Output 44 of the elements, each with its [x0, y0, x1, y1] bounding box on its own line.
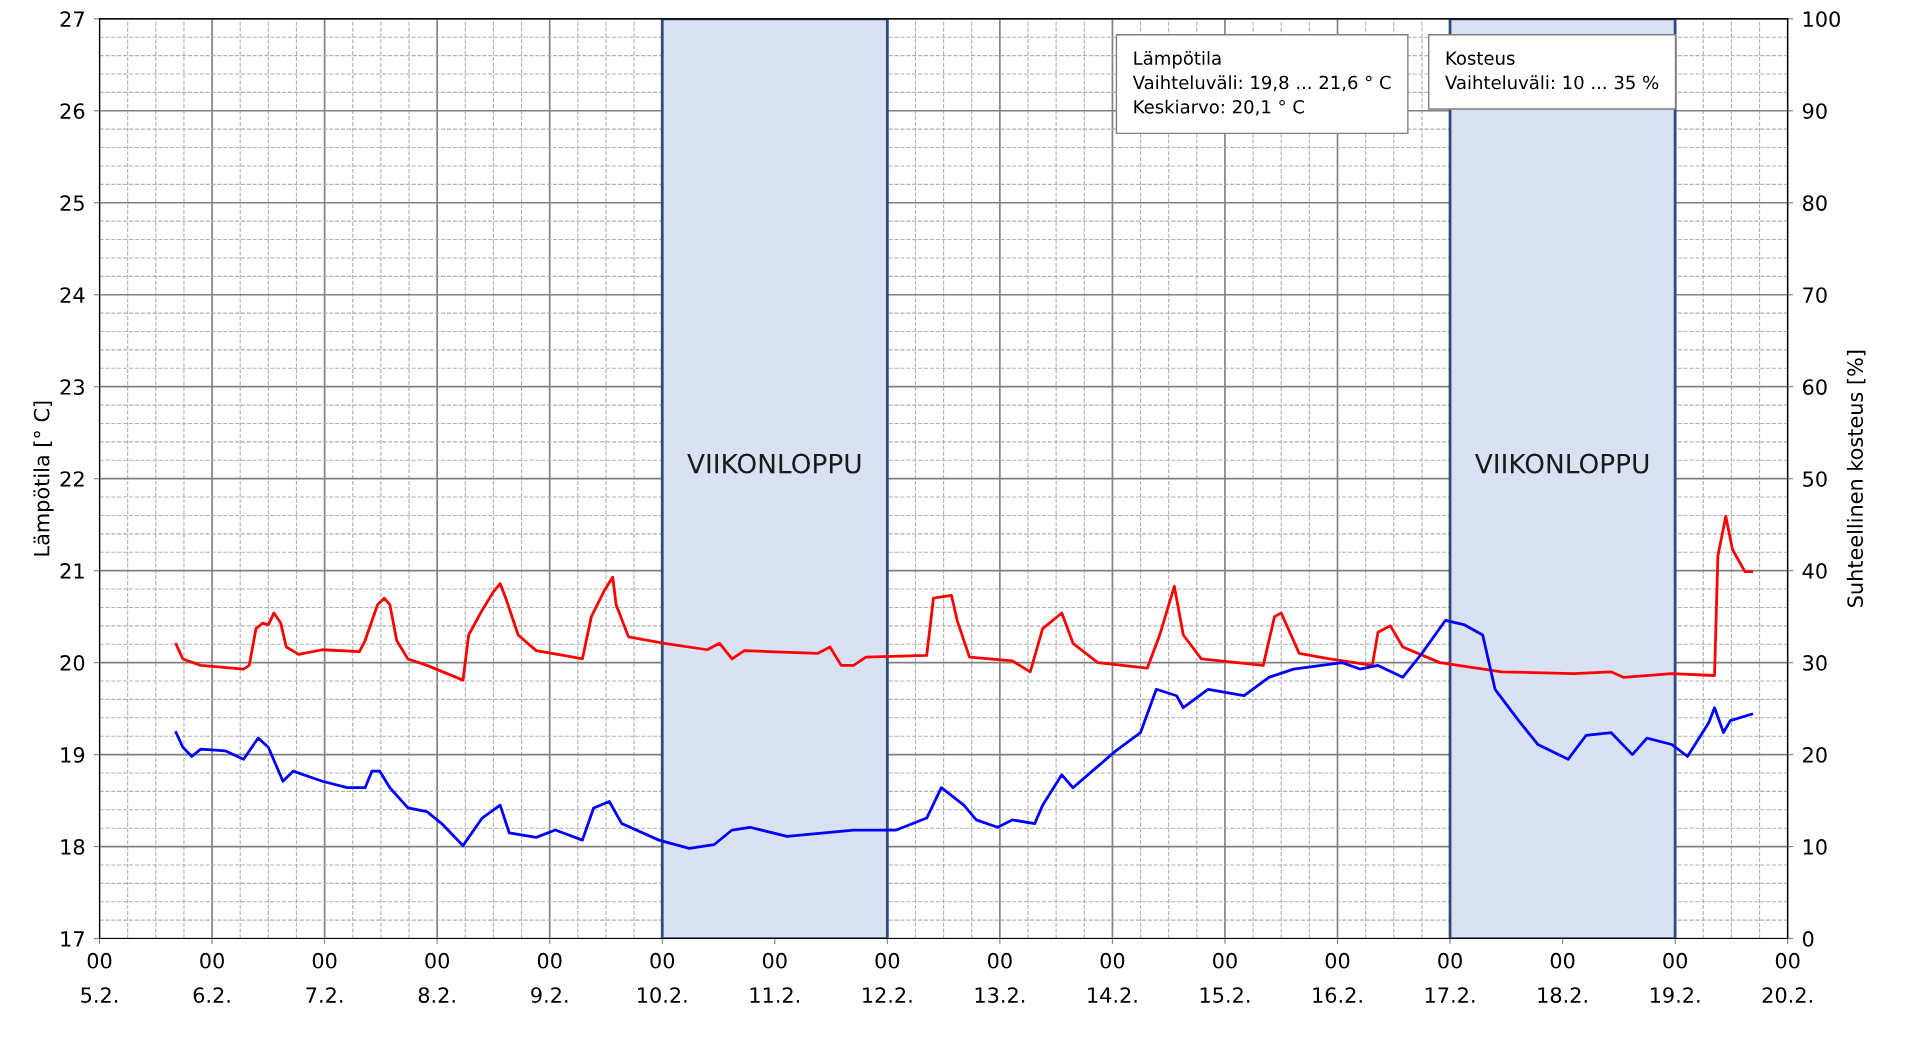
x-tick-label: 00 18.2. — [1538, 952, 1587, 1003]
y2-tick-label: 90 — [1802, 103, 1827, 119]
y-tick-label: 24 — [60, 287, 85, 303]
y-tick-label: 25 — [60, 195, 84, 211]
x-tick-label: 00 6.2. — [193, 952, 230, 1003]
x-tick-label: 00 9.2. — [531, 952, 568, 1003]
y-tick-label: 27 — [60, 11, 84, 27]
y2-axis-title: Suhteellinen kosteus [%] — [1846, 350, 1866, 607]
y2-tick-label: 30 — [1803, 655, 1827, 671]
x-tick-label: 00 8.2. — [418, 952, 455, 1003]
band-label: VIIKONLOPPU — [687, 453, 861, 474]
y2-tick-label: 40 — [1802, 563, 1827, 579]
y2-tick-label: 0 — [1802, 931, 1814, 947]
x-tick-label: 00 11.2. — [750, 952, 800, 1003]
y2-tick-label: 50 — [1803, 471, 1827, 487]
y2-tick-label: 60 — [1803, 379, 1827, 395]
x-tick-label: 00 20.2. — [1762, 952, 1812, 1003]
y2-tick-label: 100 — [1803, 11, 1840, 27]
annotation: Kosteus Vaihteluväli: 10 ... 35 % — [1445, 51, 1659, 90]
annotation: Lämpötila Vaihteluväli: 19,8 ... 21,6 ° C Keskiarvo: 20,1 ° C — [1132, 50, 1391, 116]
y-tick-label: 23 — [60, 379, 84, 395]
y2-tick-label: 70 — [1803, 287, 1827, 303]
y-tick-label: 18 — [61, 839, 85, 855]
y-tick-label: 26 — [60, 103, 85, 119]
x-tick-label: 00 14.2. — [1088, 952, 1137, 1003]
y-tick-label: 21 — [60, 563, 84, 579]
band-label: VIIKONLOPPU — [1474, 453, 1649, 474]
y-tick-label: 22 — [60, 471, 84, 487]
y2-tick-label: 20 — [1803, 747, 1827, 763]
x-tick-label: 00 17.2. — [1425, 952, 1475, 1003]
x-tick-label: 00 16.2. — [1313, 952, 1362, 1003]
y-tick-label: 19 — [61, 747, 85, 763]
x-tick-label: 00 13.2. — [975, 952, 1025, 1003]
x-tick-label: 00 19.2. — [1650, 952, 1700, 1003]
y-axis-title: Lämpötila [° C] — [33, 401, 54, 556]
y-tick-label: 17 — [61, 931, 84, 947]
x-tick-label: 00 12.2. — [863, 952, 912, 1003]
x-tick-label: 00 15.2. — [1200, 952, 1250, 1003]
x-tick-label: 00 10.2. — [638, 952, 687, 1003]
y2-tick-label: 10 — [1803, 839, 1827, 855]
x-tick-label: 00 5.2. — [81, 952, 118, 1003]
y2-tick-label: 80 — [1802, 195, 1827, 211]
x-tick-label: 00 7.2. — [306, 952, 343, 1003]
y-tick-label: 20 — [60, 655, 85, 671]
